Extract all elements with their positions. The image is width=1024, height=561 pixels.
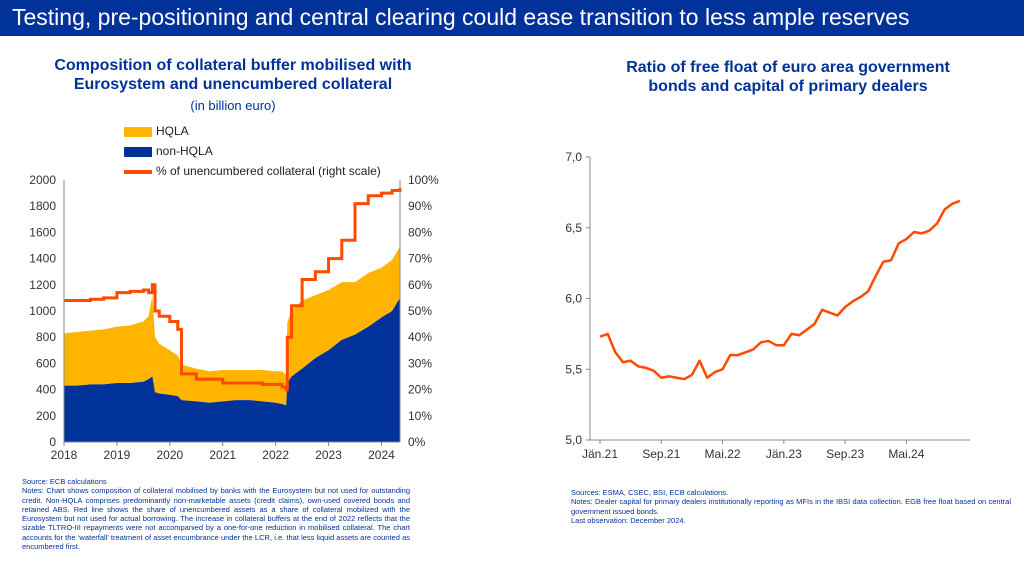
y2-tick-label: 0% bbox=[408, 435, 426, 449]
hqla-area bbox=[64, 246, 400, 406]
non-hqla-area bbox=[64, 297, 400, 442]
left-chart-title: Composition of collateral buffer mobilis… bbox=[0, 56, 466, 94]
y-tick-label: 600 bbox=[36, 356, 56, 370]
left-chart-subtitle: (in billion euro) bbox=[190, 98, 276, 113]
legend-non-hqla: non-HQLA bbox=[124, 144, 213, 158]
x-tick-label: Sep.21 bbox=[642, 447, 680, 461]
legend-non-hqla-label: non-HQLA bbox=[156, 144, 213, 158]
x-tick-label: 2020 bbox=[156, 448, 183, 462]
y2-tick-label: 30% bbox=[408, 356, 432, 370]
x-tick-label: Mai.24 bbox=[888, 447, 924, 461]
legend-non-hqla-swatch bbox=[124, 146, 152, 157]
y2-tick-label: 20% bbox=[408, 383, 432, 397]
right-chart-notes: Sources: ESMA, CSEC, BSI, ECB calculatio… bbox=[571, 488, 1011, 525]
x-tick-label: Jän.21 bbox=[582, 447, 618, 461]
x-tick-label: 2022 bbox=[262, 448, 289, 462]
ratio-line bbox=[599, 199, 961, 381]
right-chart-source: Sources: ESMA, CSEC, BSI, ECB calculatio… bbox=[571, 488, 729, 497]
right-chart-last-observation: Last observation: December 2024. bbox=[571, 515, 686, 525]
y2-tick-label: 80% bbox=[408, 225, 432, 239]
left-chart-notes: Source: ECB calculations Notes: Chart sh… bbox=[22, 477, 410, 551]
y-tick-label: 6,5 bbox=[565, 221, 582, 235]
x-tick-label: Sep.23 bbox=[826, 447, 864, 461]
x-tick-label: 2021 bbox=[209, 448, 236, 462]
y-tick-label: 1800 bbox=[29, 199, 56, 213]
y-tick-label: 6,0 bbox=[565, 292, 582, 306]
right-chart: 5,0 5,5 6,0 6,5 7,0 Jän.21 Sep.21 Mai.22 Jän.23 S… bbox=[565, 150, 970, 461]
left-chart-notes-body: Notes: Chart shows composition of collat… bbox=[22, 486, 410, 552]
left-chart-title-line2: Eurosystem and unencumbered collateral bbox=[73, 76, 393, 93]
y-tick-label: 5,0 bbox=[565, 433, 582, 447]
x-tick-label: 2023 bbox=[315, 448, 342, 462]
y2-tick-label: 50% bbox=[408, 304, 432, 318]
y-tick-label: 400 bbox=[36, 383, 56, 397]
y2-tick-label: 40% bbox=[408, 330, 432, 344]
y-tick-label: 1000 bbox=[29, 304, 56, 318]
slide-title: Testing, pre-positioning and central cle… bbox=[12, 4, 910, 30]
legend-hqla: HQLA bbox=[124, 124, 189, 138]
right-chart-notes-body: Notes: Dealer capital for primary dealer… bbox=[571, 497, 1011, 516]
legend-unencumbered: % of unencumbered collateral (right scal… bbox=[124, 164, 381, 178]
y-tick-label: 1600 bbox=[29, 225, 56, 239]
x-tick-label: 2019 bbox=[104, 448, 131, 462]
right-chart-title-line2: bonds and capital of primary dealers bbox=[648, 78, 928, 95]
y-tick-label: 0 bbox=[49, 435, 56, 449]
x-tick-label: Mai.22 bbox=[705, 447, 741, 461]
unencumbered-line bbox=[64, 187, 402, 392]
right-chart-title-line1: Ratio of free float of euro area governm… bbox=[626, 59, 950, 76]
x-tick-label: Jän.23 bbox=[766, 447, 802, 461]
legend-unencumbered-swatch bbox=[124, 169, 152, 174]
y-tick-label: 5,5 bbox=[565, 362, 582, 376]
y-tick-label: 1400 bbox=[29, 252, 56, 266]
y-tick-label: 1200 bbox=[29, 278, 56, 292]
left-chart-source: Source: ECB calculations bbox=[22, 477, 107, 486]
y-tick-label: 2000 bbox=[29, 173, 56, 187]
y-tick-label: 800 bbox=[36, 330, 56, 344]
legend-unencumbered-label: % of unencumbered collateral (right scal… bbox=[156, 164, 381, 178]
y2-tick-label: 70% bbox=[408, 252, 432, 266]
right-chart-title: Ratio of free float of euro area governm… bbox=[560, 58, 1016, 96]
y-tick-label: 200 bbox=[36, 409, 56, 423]
y-tick-label: 7,0 bbox=[565, 150, 582, 164]
left-chart-title-line1: Composition of collateral buffer mobilis… bbox=[54, 57, 412, 74]
x-tick-label: 2024 bbox=[368, 448, 395, 462]
title-banner: Testing, pre-positioning and central cle… bbox=[0, 0, 1024, 36]
y2-tick-label: 10% bbox=[408, 409, 432, 423]
y2-tick-label: 100% bbox=[408, 173, 439, 187]
y2-tick-label: 90% bbox=[408, 199, 432, 213]
legend-hqla-label: HQLA bbox=[156, 124, 189, 138]
left-chart: 0 200 400 600 800 1000 1200 1400 1600 1800 2000 0% 1… bbox=[29, 173, 439, 462]
legend-hqla-swatch bbox=[124, 126, 152, 137]
x-tick-label: 2018 bbox=[51, 448, 78, 462]
y2-tick-label: 60% bbox=[408, 278, 432, 292]
